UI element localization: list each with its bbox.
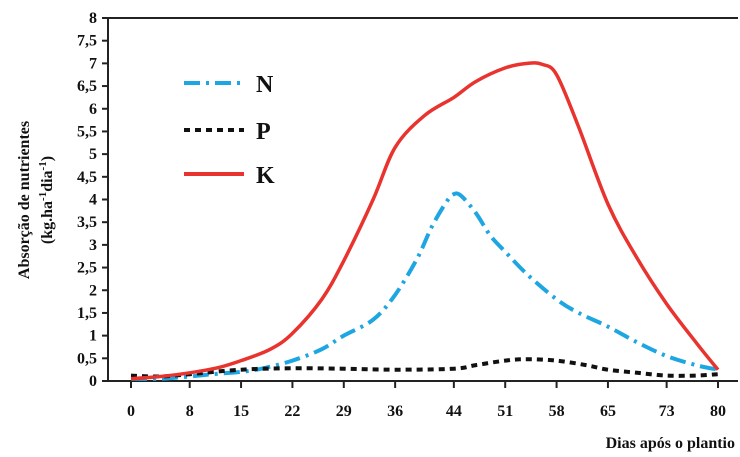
x-tick-label: 80: [710, 403, 726, 420]
x-axis-title: Dias após o plantio: [606, 435, 735, 452]
y-tick-label: 6,5: [77, 78, 97, 95]
y-units-mid: dia: [39, 170, 56, 191]
x-tick-label: 22: [284, 403, 300, 420]
y-tick-label: 7: [89, 55, 97, 72]
y-tick-label: 3: [89, 237, 97, 254]
y-tick-label: 4,5: [77, 169, 97, 186]
y-units-prefix: (kg.ha: [39, 201, 56, 244]
y-tick-label: 2: [89, 282, 97, 299]
y-tick-label: 0: [89, 373, 97, 390]
x-tick-label: 51: [497, 403, 513, 420]
x-tick-label: 15: [233, 403, 249, 420]
x-tick-label: 58: [549, 403, 565, 420]
legend-label-n: N: [256, 72, 274, 98]
x-axis-ticks: 0 8 15 22 29 36 44 51 58 65 73 80: [127, 381, 726, 420]
x-tick-label: 65: [600, 403, 616, 420]
y-tick-label: 6: [89, 101, 97, 118]
y-tick-label: 5,5: [77, 123, 97, 140]
x-tick-label: 36: [387, 403, 403, 420]
y-units-suffix: ): [39, 156, 56, 161]
y-tick-label: 5: [89, 146, 97, 163]
x-tick-label: 29: [336, 403, 352, 420]
series-line-p: [130, 357, 719, 379]
legend-label-p: P: [256, 119, 271, 145]
y-units-sup2: -1: [37, 161, 49, 170]
legend: N P K: [184, 72, 275, 189]
y-tick-label: 1: [89, 328, 97, 345]
y-axis-units: (kg.ha-1dia-1): [37, 156, 56, 244]
y-tick-label: 8: [89, 10, 97, 27]
legend-label-k: K: [256, 163, 275, 189]
series-layer: [130, 61, 720, 381]
x-tick-label: 73: [659, 403, 675, 420]
series-line-n: [130, 191, 719, 381]
y-units-sup1: -1: [37, 192, 49, 201]
y-tick-label: 0,5: [77, 350, 97, 367]
y-tick-label: 3,5: [77, 214, 97, 231]
y-tick-label: 4: [89, 192, 97, 209]
y-tick-label: 1,5: [77, 305, 97, 322]
y-axis-title: Absorção de nutrientes: [16, 121, 33, 279]
x-tick-label: 8: [186, 403, 194, 420]
x-tick-label: 44: [446, 403, 462, 420]
plot-frame: [107, 17, 738, 382]
y-tick-label: 2,5: [77, 260, 97, 277]
y-axis-ticks: 0 0,5 1 1,5 2 2,5 3 3,5 4 4,5 5 5,5 6 6,5 7 7,5 8: [77, 10, 108, 390]
x-tick-label: 0: [127, 403, 135, 420]
series-line-k: [130, 61, 720, 381]
y-tick-label: 7,5: [77, 33, 97, 50]
